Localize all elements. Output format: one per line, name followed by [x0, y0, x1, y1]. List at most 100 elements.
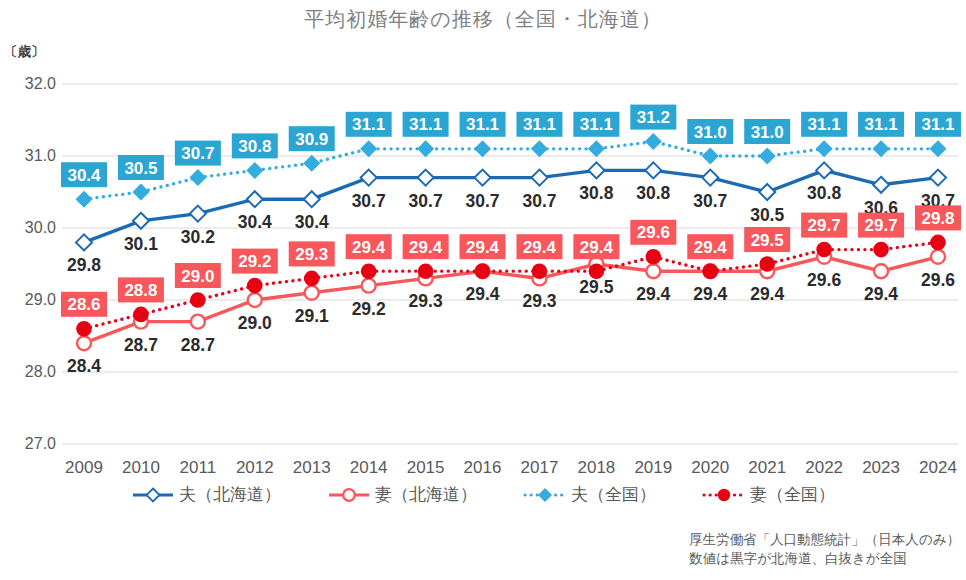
svg-text:2021: 2021	[748, 458, 786, 477]
svg-text:30.7: 30.7	[409, 191, 443, 211]
source-line-1: 厚生労働省「人口動態統計」（日本人のみ）	[689, 531, 960, 550]
svg-text:29.4: 29.4	[864, 284, 898, 304]
source-line-2: 数値は黒字が北海道、白抜きが全国	[689, 550, 960, 569]
svg-text:30.7: 30.7	[352, 191, 386, 211]
svg-text:2018: 2018	[577, 458, 615, 477]
y-axis-unit-label: 〔歳〕	[4, 44, 45, 59]
svg-text:31.1: 31.1	[921, 115, 954, 134]
svg-text:30.8: 30.8	[807, 183, 841, 203]
svg-text:29.4: 29.4	[466, 284, 500, 304]
svg-text:29.3: 29.3	[522, 291, 556, 311]
svg-text:2009: 2009	[65, 458, 103, 477]
svg-text:29.3: 29.3	[295, 245, 328, 264]
source-note: 厚生労働省「人口動態統計」（日本人のみ） 数値は黒字が北海道、白抜きが全国	[689, 531, 960, 568]
legend-item-wife-national: 妻（全国）	[702, 483, 835, 506]
svg-text:29.4: 29.4	[636, 284, 670, 304]
svg-text:2010: 2010	[122, 458, 160, 477]
svg-text:29.0: 29.0	[25, 291, 56, 308]
svg-text:27.0: 27.0	[25, 435, 56, 452]
svg-text:29.3: 29.3	[409, 291, 443, 311]
svg-text:〔歳〕: 〔歳〕	[4, 44, 45, 59]
svg-text:31.0: 31.0	[751, 123, 784, 142]
svg-text:32.0: 32.0	[25, 75, 56, 92]
svg-text:29.5: 29.5	[579, 277, 613, 297]
svg-text:29.0: 29.0	[181, 267, 214, 286]
svg-text:30.8: 30.8	[238, 137, 271, 156]
wife-hokkaido-legend-marker-icon	[327, 486, 371, 504]
svg-text:30.5: 30.5	[750, 205, 784, 225]
legend-item-wife-hokkaido: 妻（北海道）	[327, 483, 477, 506]
svg-text:2019: 2019	[634, 458, 672, 477]
svg-text:31.1: 31.1	[523, 115, 556, 134]
svg-text:29.1: 29.1	[295, 306, 329, 326]
svg-text:31.1: 31.1	[865, 115, 898, 134]
svg-text:29.4: 29.4	[523, 238, 557, 257]
svg-text:30.5: 30.5	[124, 159, 157, 178]
svg-text:31.1: 31.1	[808, 115, 841, 134]
legend-label-wife-national: 妻（全国）	[750, 483, 835, 506]
wife-national-legend-marker-icon	[702, 486, 746, 504]
svg-text:2012: 2012	[236, 458, 274, 477]
svg-text:30.7: 30.7	[181, 144, 214, 163]
svg-text:30.4: 30.4	[238, 212, 272, 232]
svg-text:29.7: 29.7	[808, 216, 841, 235]
husband-hokkaido-legend-marker-icon	[131, 486, 175, 504]
svg-text:2023: 2023	[862, 458, 900, 477]
svg-text:30.8: 30.8	[579, 183, 613, 203]
chart-canvas: 平均初婚年齢の推移（全国・北海道） 32.031.030.029.028.027…	[0, 0, 966, 580]
svg-text:29.4: 29.4	[466, 238, 500, 257]
svg-text:30.7: 30.7	[466, 191, 500, 211]
svg-text:2022: 2022	[805, 458, 843, 477]
svg-text:29.0: 29.0	[238, 313, 272, 333]
svg-text:31.0: 31.0	[25, 147, 56, 164]
svg-text:2013: 2013	[293, 458, 331, 477]
svg-text:28.0: 28.0	[25, 363, 56, 380]
svg-text:2017: 2017	[521, 458, 559, 477]
svg-text:29.5: 29.5	[751, 231, 784, 250]
svg-text:31.1: 31.1	[409, 115, 442, 134]
husband-national-legend-marker-icon	[523, 486, 567, 504]
legend-label-husband-hokkaido: 夫（北海道）	[179, 483, 281, 506]
legend-label-wife-hokkaido: 妻（北海道）	[375, 483, 477, 506]
svg-text:28.6: 28.6	[67, 295, 100, 314]
svg-text:29.6: 29.6	[637, 223, 670, 242]
svg-text:2014: 2014	[350, 458, 388, 477]
svg-text:31.1: 31.1	[466, 115, 499, 134]
x-axis-tick-labels: 2009201020112012201320142015201620172018…	[65, 458, 957, 477]
svg-text:29.4: 29.4	[750, 284, 784, 304]
svg-text:29.7: 29.7	[865, 216, 898, 235]
svg-text:28.7: 28.7	[181, 335, 215, 355]
svg-text:29.4: 29.4	[580, 238, 614, 257]
svg-text:29.2: 29.2	[238, 252, 271, 271]
svg-text:30.7: 30.7	[693, 191, 727, 211]
svg-text:30.9: 30.9	[295, 130, 328, 149]
svg-text:30.4: 30.4	[67, 166, 101, 185]
svg-text:29.8: 29.8	[67, 255, 101, 275]
svg-text:30.0: 30.0	[25, 219, 56, 236]
svg-text:28.8: 28.8	[124, 281, 157, 300]
y-axis-tick-labels: 32.0 31.0 30.0 29.0 28.0 27.0	[25, 75, 56, 452]
svg-text:30.7: 30.7	[522, 191, 556, 211]
svg-text:30.4: 30.4	[295, 212, 329, 232]
svg-text:28.4: 28.4	[67, 356, 101, 376]
svg-text:2020: 2020	[691, 458, 729, 477]
svg-text:29.2: 29.2	[352, 299, 386, 319]
svg-text:28.7: 28.7	[124, 335, 158, 355]
svg-text:29.6: 29.6	[807, 270, 841, 290]
svg-text:29.4: 29.4	[352, 238, 386, 257]
legend-item-husband-national: 夫（全国）	[523, 483, 656, 506]
svg-text:2011: 2011	[180, 458, 217, 477]
legend-label-husband-national: 夫（全国）	[571, 483, 656, 506]
svg-text:31.1: 31.1	[580, 115, 613, 134]
svg-text:30.1: 30.1	[124, 234, 158, 254]
legend: 夫（北海道） 妻（北海道） 夫（全国） 妻（全国）	[0, 483, 966, 506]
svg-text:29.4: 29.4	[694, 238, 728, 257]
svg-text:30.8: 30.8	[636, 183, 670, 203]
svg-text:31.1: 31.1	[352, 115, 385, 134]
svg-text:29.4: 29.4	[409, 238, 443, 257]
svg-text:2016: 2016	[464, 458, 502, 477]
svg-text:2024: 2024	[919, 458, 957, 477]
svg-text:30.2: 30.2	[181, 227, 215, 247]
legend-item-husband-hokkaido: 夫（北海道）	[131, 483, 281, 506]
svg-text:29.8: 29.8	[921, 209, 954, 228]
